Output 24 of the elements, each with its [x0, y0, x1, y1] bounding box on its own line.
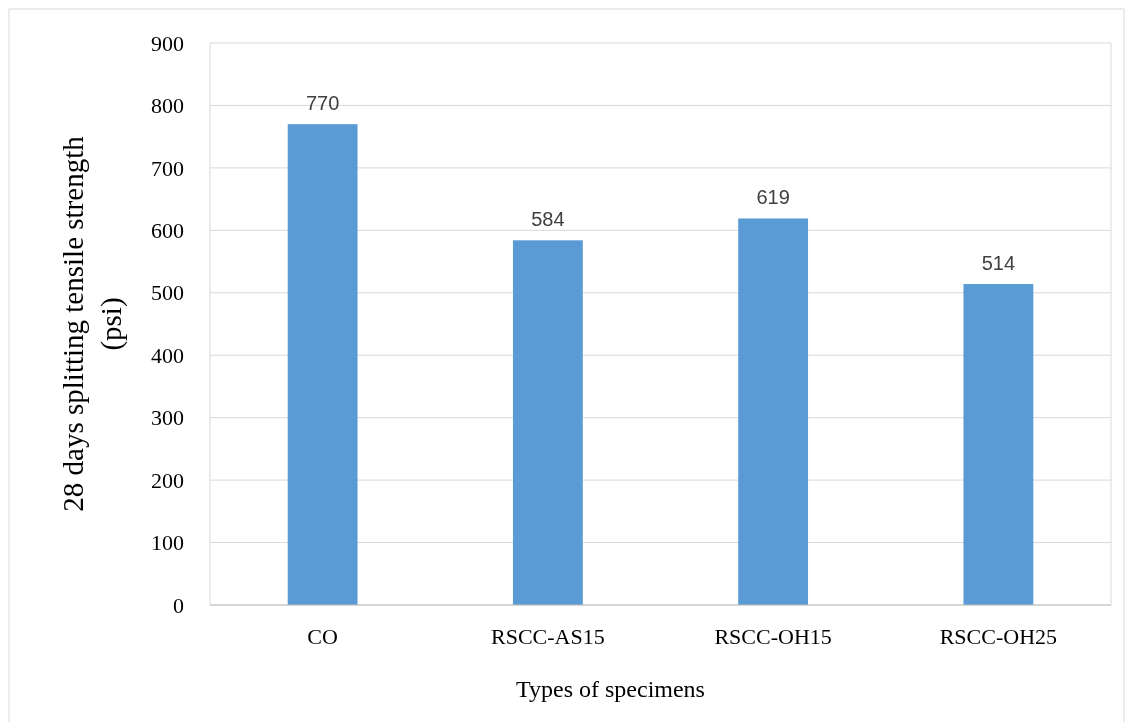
x-tick-label: CO — [307, 624, 338, 649]
y-axis-title: 28 days splitting tensile strength (psi) — [57, 135, 128, 512]
y-tick-label: 300 — [151, 405, 184, 431]
y-tick-label: 900 — [151, 30, 184, 56]
y-tick-label: 0 — [173, 592, 184, 618]
bar — [963, 284, 1034, 605]
y-tick-label: 400 — [151, 342, 184, 368]
x-tick-label: RSCC-OH15 — [714, 624, 832, 649]
y-tick-label: 800 — [151, 93, 184, 119]
y-tick-label: 700 — [151, 155, 184, 181]
bar — [738, 218, 809, 605]
y-tick-label: 500 — [151, 280, 184, 306]
bar — [512, 240, 583, 605]
bar — [287, 124, 358, 605]
x-tick-label: RSCC-AS15 — [491, 624, 605, 649]
data-label: 619 — [756, 186, 790, 209]
y-tick-label: 600 — [151, 218, 184, 244]
y-tick-label: 200 — [151, 467, 184, 493]
data-label: 584 — [531, 208, 565, 231]
x-tick-label: RSCC-OH25 — [939, 624, 1058, 649]
x-axis-title: Types of specimens — [516, 676, 705, 702]
data-label: 514 — [981, 252, 1016, 275]
y-tick-label: 100 — [151, 530, 184, 556]
data-label: 770 — [305, 92, 340, 115]
